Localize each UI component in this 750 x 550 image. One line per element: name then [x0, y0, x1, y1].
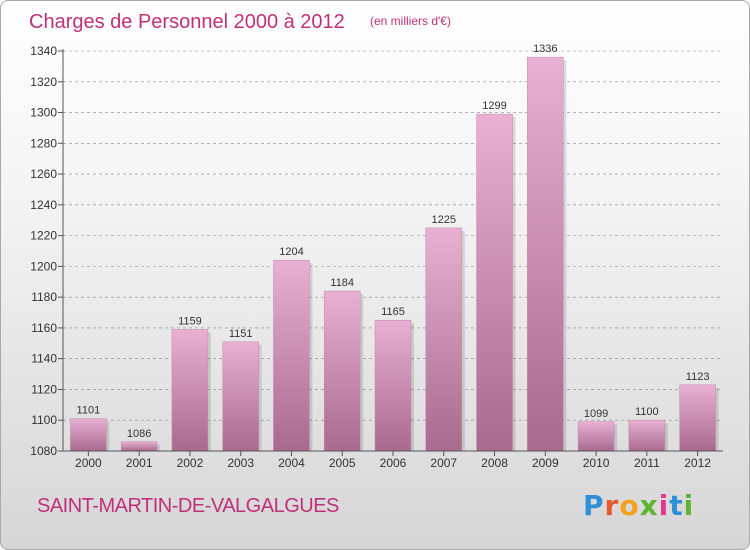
x-tick-label: 2004: [278, 456, 305, 470]
bar-value-label: 1099: [584, 408, 608, 420]
bar-value-label: 1299: [482, 100, 506, 112]
y-tick-label: 1200: [30, 259, 57, 273]
bar-2007: [425, 227, 463, 452]
x-tick-label: 2010: [583, 456, 610, 470]
bar-2009: [527, 56, 564, 452]
x-tick-label: 2003: [227, 456, 254, 470]
axes: 1080 1100 1120 1140 1160 1180 1200 1220 1240 1260…: [30, 44, 723, 470]
bar-2001: [120, 441, 158, 452]
y-tick-label: 1160: [31, 321, 57, 335]
x-tick-label: 2009: [532, 456, 559, 470]
x-tick-label: 2008: [481, 456, 508, 470]
x-tick-label: 2002: [177, 456, 204, 470]
bar-value-label: 1225: [432, 214, 456, 226]
y-tick-label: 1320: [30, 75, 57, 89]
bar-value-label: 1101: [77, 405, 101, 417]
y-tick-label: 1260: [30, 167, 57, 181]
x-tick-label: 2012: [684, 456, 711, 470]
x-tick-label: 2011: [634, 456, 660, 470]
bar-value-label: 1204: [279, 246, 303, 258]
brand-letter: t: [669, 489, 684, 522]
y-tick-label: 1120: [31, 382, 57, 396]
bar-value-label: 1100: [635, 406, 659, 418]
place-name: SAINT-MARTIN-DE-VALGALGUES: [37, 495, 339, 517]
brand-letter: i: [658, 489, 670, 522]
brand-letter: r: [604, 489, 620, 522]
y-tick-label: 1080: [30, 444, 57, 458]
bar-value-label: 1086: [127, 428, 151, 440]
x-tick-label: 2007: [430, 456, 457, 470]
chart-title: Charges de Personnel 2000 à 2012: [29, 11, 345, 33]
y-tick-label: 1140: [31, 352, 57, 366]
bar-value-label: 1151: [229, 328, 253, 340]
bar-2008: [476, 113, 513, 452]
bar-2002: [171, 329, 209, 452]
brand-letter: i: [683, 489, 695, 522]
bar-2006: [374, 319, 412, 452]
x-tick-label: 2006: [380, 456, 407, 470]
bars: 1101 1086 1159 1151 1204 1184 1165 1225 1299 1336…: [70, 43, 719, 452]
y-tick-label: 1280: [30, 136, 57, 150]
y-tick-label: 1220: [30, 229, 57, 243]
bar-value-label: 1336: [533, 43, 557, 55]
bar-2004: [273, 259, 310, 452]
y-tick-label: 1300: [30, 106, 57, 120]
brand-letter: x: [639, 489, 659, 522]
bar-2012: [679, 384, 716, 452]
brand-letter: o: [619, 489, 640, 522]
y-tick-label: 1240: [30, 198, 57, 212]
brand-logo: Proxiti: [583, 489, 694, 522]
bar-2000: [70, 418, 107, 452]
x-tick-label: 2000: [75, 456, 102, 470]
bar-2003: [222, 341, 259, 452]
brand-letter: P: [583, 489, 605, 522]
y-tick-label: 1340: [30, 44, 57, 58]
bar-value-label: 1123: [686, 371, 710, 383]
bar-value-label: 1159: [178, 315, 202, 327]
bar-2005: [323, 290, 361, 452]
y-tick-label: 1180: [31, 290, 57, 304]
chart-subtitle: (en milliers d'€): [370, 14, 451, 28]
bar-value-label: 1165: [381, 306, 405, 318]
bar-value-label: 1184: [330, 277, 354, 289]
bar-2010: [577, 421, 615, 452]
bar-2011: [628, 419, 666, 452]
x-tick-label: 2005: [329, 456, 356, 470]
x-tick-label: 2001: [126, 456, 153, 470]
y-tick-label: 1100: [31, 413, 57, 427]
